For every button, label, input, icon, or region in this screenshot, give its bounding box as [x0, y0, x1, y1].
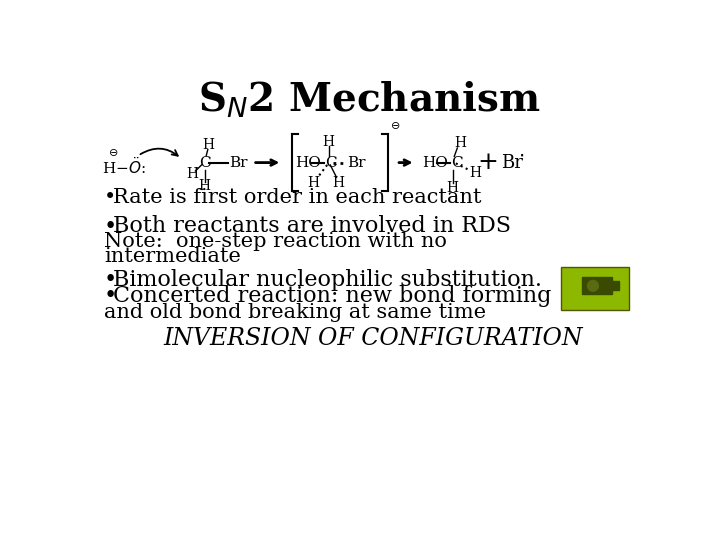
FancyBboxPatch shape [611, 281, 619, 291]
Text: Note:  one-step reaction with no: Note: one-step reaction with no [104, 232, 447, 252]
Text: C: C [451, 156, 463, 170]
Text: Br: Br [230, 156, 248, 170]
Text: H: H [199, 179, 211, 193]
Circle shape [588, 280, 598, 291]
Text: $\cdot$: $\cdot$ [518, 147, 524, 165]
Text: H: H [446, 181, 459, 195]
Text: Br: Br [502, 153, 523, 172]
Text: and old bond breaking at same time: and old bond breaking at same time [104, 303, 486, 322]
Text: $\ominus$: $\ominus$ [390, 120, 400, 131]
Text: intermediate: intermediate [104, 247, 240, 266]
Text: H: H [454, 136, 467, 150]
Text: Br: Br [347, 156, 366, 170]
Text: •: • [104, 269, 117, 292]
Text: Bimolecular nucleophilic substitution.: Bimolecular nucleophilic substitution. [113, 269, 542, 292]
Text: H: H [307, 177, 319, 191]
Text: HO: HO [422, 156, 448, 170]
FancyBboxPatch shape [582, 278, 611, 294]
Text: HO: HO [295, 156, 321, 170]
Text: H: H [323, 135, 335, 149]
FancyBboxPatch shape [561, 267, 629, 309]
Text: Concerted reaction: new bond forming: Concerted reaction: new bond forming [113, 285, 552, 307]
Text: +: + [477, 151, 498, 174]
Text: H: H [469, 166, 482, 180]
Text: Both reactants are involved in RDS: Both reactants are involved in RDS [113, 215, 511, 238]
Text: •: • [104, 285, 117, 307]
Text: H: H [332, 177, 344, 191]
Text: $\ominus$: $\ominus$ [108, 147, 118, 158]
Text: C: C [199, 156, 210, 170]
Text: S$_{N}$2 Mechanism: S$_{N}$2 Mechanism [198, 79, 540, 119]
Text: H: H [202, 138, 214, 152]
Text: H: H [186, 167, 198, 181]
Text: •: • [104, 188, 116, 207]
Text: •: • [104, 215, 117, 238]
Text: INVERSION OF CONFIGURATION: INVERSION OF CONFIGURATION [163, 327, 583, 350]
Text: Rate is first order in each reactant: Rate is first order in each reactant [113, 188, 482, 207]
Text: H$-\ddot{O}$:: H$-\ddot{O}$: [102, 156, 145, 177]
Text: C: C [325, 156, 337, 170]
